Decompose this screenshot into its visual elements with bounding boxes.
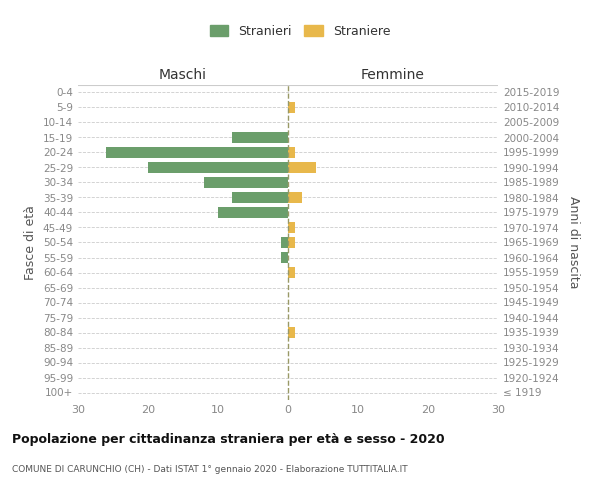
Bar <box>288 162 316 173</box>
Bar <box>288 267 295 278</box>
Bar <box>204 177 288 188</box>
Legend: Stranieri, Straniere: Stranieri, Straniere <box>206 21 394 42</box>
Bar <box>288 192 302 203</box>
Text: Femmine: Femmine <box>361 68 425 82</box>
Y-axis label: Fasce di età: Fasce di età <box>25 205 37 280</box>
Bar <box>218 207 288 218</box>
Bar <box>288 147 295 158</box>
Bar <box>281 237 288 248</box>
Y-axis label: Anni di nascita: Anni di nascita <box>568 196 580 289</box>
Bar <box>288 222 295 233</box>
Bar <box>232 192 288 203</box>
Bar <box>288 237 295 248</box>
Text: Maschi: Maschi <box>159 68 207 82</box>
Bar <box>288 327 295 338</box>
Bar <box>148 162 288 173</box>
Text: COMUNE DI CARUNCHIO (CH) - Dati ISTAT 1° gennaio 2020 - Elaborazione TUTTITALIA.: COMUNE DI CARUNCHIO (CH) - Dati ISTAT 1°… <box>12 466 407 474</box>
Bar <box>281 252 288 263</box>
Bar <box>288 102 295 113</box>
Text: Popolazione per cittadinanza straniera per età e sesso - 2020: Popolazione per cittadinanza straniera p… <box>12 432 445 446</box>
Bar <box>106 147 288 158</box>
Bar <box>232 132 288 143</box>
